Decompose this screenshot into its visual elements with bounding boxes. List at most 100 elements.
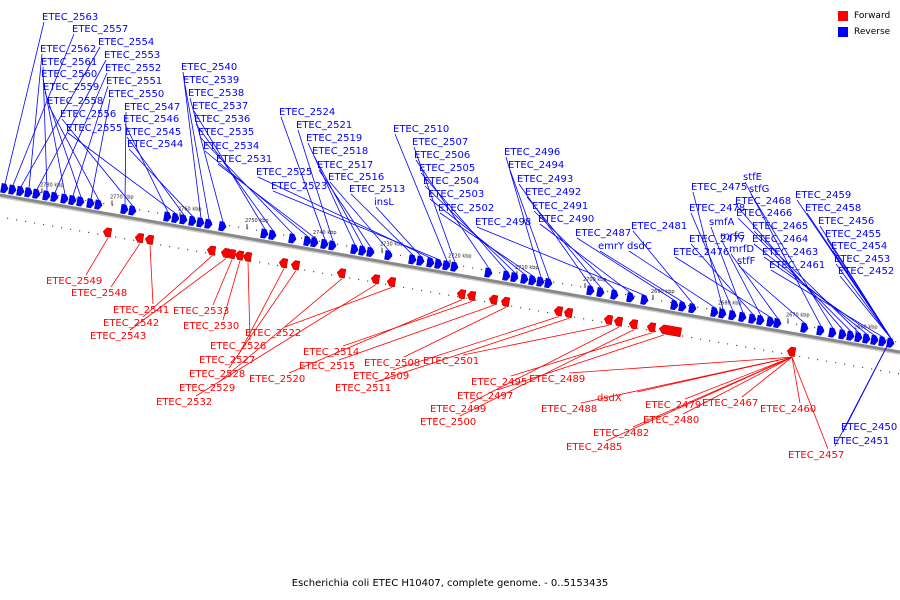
reverse-label-leader (763, 256, 876, 336)
minor-dot (310, 239, 312, 241)
reverse-gene (442, 260, 451, 271)
forward-gene (456, 289, 467, 300)
reverse-label: insL (374, 197, 394, 208)
reverse-label: ETEC_2535 (198, 127, 254, 138)
forward-label-leader (568, 356, 793, 374)
reverse-label-leader (730, 253, 779, 319)
reverse-gene-shape (260, 228, 269, 239)
reverse-gene (510, 272, 519, 283)
forward-label: ETEC_2543 (90, 331, 146, 342)
reverse-label-leader (628, 250, 716, 309)
reverse-label: ETEC_2505 (419, 163, 475, 174)
reverse-gene-shape (862, 333, 871, 344)
minor-dot (373, 250, 375, 252)
reverse-label: ETEC_2559 (43, 82, 99, 93)
minor-dot (358, 278, 360, 281)
minor-dot (481, 268, 483, 271)
forward-label-leader (195, 284, 377, 397)
minor-dot (211, 221, 213, 224)
minor-dot (268, 263, 270, 265)
forward-label-leader (238, 268, 285, 355)
reverse-label-leader (280, 116, 326, 240)
reverse-gene (32, 188, 41, 199)
forward-gene (206, 245, 217, 256)
reverse-gene (678, 301, 687, 312)
reverse-label: ETEC_2531 (216, 154, 272, 165)
forward-label-leader (284, 287, 393, 328)
minor-dot (115, 236, 117, 238)
reverse-gene-shape (416, 255, 425, 266)
reverse-label-leader (329, 181, 390, 252)
reverse-label-leader (539, 223, 632, 294)
reverse-label: ETEC_2451 (833, 436, 889, 447)
reverse-label-leader (599, 250, 684, 303)
forward-gene (234, 250, 245, 261)
reverse-gene (450, 261, 459, 272)
forward-label: ETEC_2541 (113, 305, 169, 316)
minor-dot (448, 294, 450, 296)
reverse-label: dsdC (627, 241, 652, 252)
forward-gene-shape (226, 249, 237, 260)
forward-label: ETEC_2489 (529, 374, 585, 385)
forward-label: ETEC_2533 (173, 306, 229, 317)
reverse-gene-shape (544, 277, 553, 289)
minor-dot (571, 284, 573, 286)
tick-label: 2720 kbp (448, 254, 472, 260)
reverse-label-leader (4, 21, 45, 184)
reverse-label: emrY (598, 241, 625, 252)
reverse-gene (366, 246, 375, 258)
forward-gene-shape (466, 290, 477, 302)
minor-dot (553, 281, 555, 283)
reverse-label: ETEC_2562 (40, 44, 96, 55)
reverse-label-leader (690, 212, 734, 312)
forward-label: ETEC_2499 (430, 404, 486, 415)
minor-dot (283, 234, 285, 236)
minor-dot (124, 238, 126, 240)
reverse-gene (766, 316, 775, 327)
reverse-gene (384, 250, 393, 261)
reverse-gene-shape (350, 244, 359, 255)
forward-gene (102, 227, 113, 238)
reverse-label: ETEC_2560 (41, 69, 97, 80)
reverse-label-leader (126, 136, 185, 216)
reverse-gene-shape (828, 327, 837, 338)
minor-dot (34, 222, 36, 224)
reverse-gene-shape (8, 184, 17, 195)
minor-dot (502, 304, 504, 306)
minor-dot (331, 274, 333, 276)
reverse-gene-shape (886, 337, 895, 348)
forward-label-leader (684, 356, 793, 400)
minor-dot (472, 267, 474, 269)
minor-dot (880, 369, 882, 372)
reverse-label: ETEC_2492 (525, 187, 581, 198)
forward-label: ETEC_2530 (183, 321, 239, 332)
reverse-gene-shape (610, 289, 619, 300)
reverse-label: ETEC_2553 (104, 50, 160, 61)
forward-label: ETEC_2520 (249, 374, 305, 385)
reverse-label: ETEC_2558 (47, 96, 103, 107)
reverse-label: ETEC_2455 (825, 229, 881, 240)
reverse-gene-shape (846, 330, 855, 341)
reverse-gene-shape (76, 196, 85, 207)
reverse-label-leader (182, 71, 202, 219)
reverse-gene (610, 289, 619, 300)
minor-dot (547, 311, 549, 314)
reverse-label-leader (124, 111, 127, 205)
reverse-label-leader (184, 84, 210, 220)
reverse-gene (24, 187, 33, 198)
minor-dot (103, 202, 105, 205)
reverse-gene-shape (268, 229, 277, 240)
minor-dot (529, 308, 531, 310)
tick-label: 2670 kbp (786, 312, 810, 318)
minor-dot (634, 295, 636, 297)
tick-label: 2690 kbp (651, 289, 675, 295)
reverse-label-leader (61, 118, 134, 207)
reverse-label: ETEC_2534 (203, 141, 259, 152)
forward-label-leader (218, 278, 343, 383)
reverse-label: ETEC_2563 (42, 12, 98, 23)
reverse-label: stfE (743, 172, 762, 183)
reverse-label: ETEC_2523 (271, 181, 327, 192)
forward-label-leader (110, 243, 141, 288)
reverse-gene (426, 257, 435, 268)
minor-dot (886, 339, 888, 341)
